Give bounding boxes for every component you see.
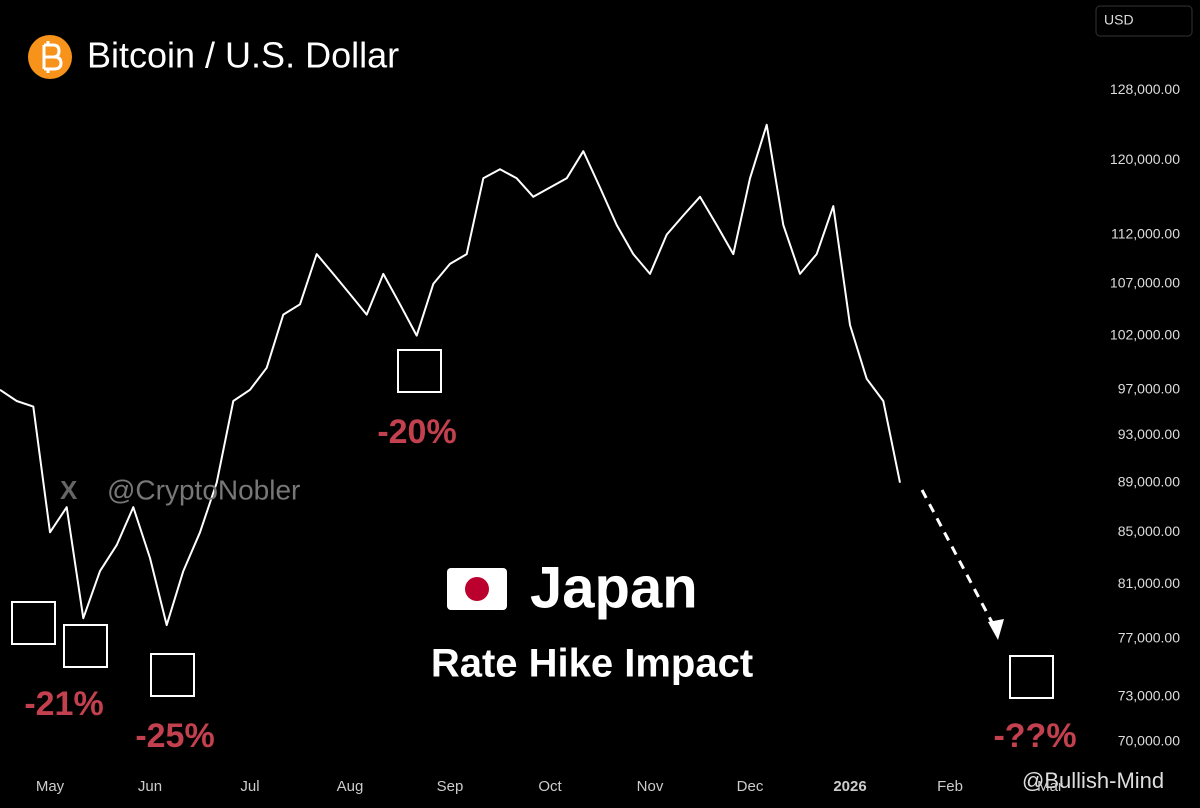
y-tick-label: 85,000.00 (1118, 523, 1180, 539)
x-tick-label: Oct (538, 778, 562, 795)
marker-box (11, 601, 56, 645)
y-tick-label: 93,000.00 (1118, 426, 1180, 442)
watermark: @CryptoNobler (107, 474, 300, 505)
x-tick-label: Mar (1037, 778, 1063, 795)
price-line (0, 123, 901, 627)
marker-box (63, 624, 108, 668)
currency-box (1095, 5, 1193, 37)
x-tick-label: Jun (138, 778, 162, 795)
annotation: -25% (135, 717, 214, 755)
y-tick-label: 102,000.00 (1110, 326, 1180, 342)
x-tick-label: Nov (637, 778, 664, 795)
y-tick-label: 77,000.00 (1118, 630, 1180, 646)
y-tick-label: 120,000.00 (1110, 151, 1180, 167)
y-tick-label: 70,000.00 (1118, 733, 1180, 749)
x-tick-label: May (36, 778, 65, 795)
x-tick-label: Feb (937, 778, 963, 795)
headline: Japan (530, 555, 698, 620)
flag-disc (465, 577, 489, 601)
boxes (11, 349, 1054, 699)
marker-box (397, 349, 442, 393)
arrow (920, 489, 997, 629)
marker-box (150, 653, 195, 697)
y-tick-label: 97,000.00 (1118, 381, 1180, 397)
x-tick-label: Sep (437, 778, 464, 795)
x-tick-label: 2026 (833, 778, 866, 795)
y-tick-label: 107,000.00 (1110, 275, 1180, 291)
y-tick-label: 81,000.00 (1118, 575, 1180, 591)
annotation: -??% (993, 717, 1076, 755)
y-tick-label: 128,000.00 (1110, 81, 1180, 97)
annotation: -20% (377, 413, 456, 451)
flag (447, 568, 507, 610)
annotation: -21% (24, 685, 103, 723)
y-tick-label: 112,000.00 (1111, 225, 1180, 241)
x-tick-label: Jul (240, 778, 259, 795)
x-tick-label: Aug (337, 778, 364, 795)
subheadline: Rate Hike Impact (431, 642, 753, 686)
x-tick-label: Dec (737, 778, 764, 795)
y-tick-label: 73,000.00 (1118, 687, 1180, 703)
chart-title: Bitcoin / U.S. Dollar (87, 35, 399, 76)
currency-label: USD (1104, 12, 1134, 28)
bitcoin-glyph (42, 41, 63, 73)
x-logo: X (60, 475, 78, 505)
marker-box (1009, 655, 1054, 699)
y-tick-label: 89,000.00 (1118, 473, 1180, 489)
arrow-head (988, 619, 1004, 640)
watermark: @Bullish-Mind (1022, 768, 1164, 793)
